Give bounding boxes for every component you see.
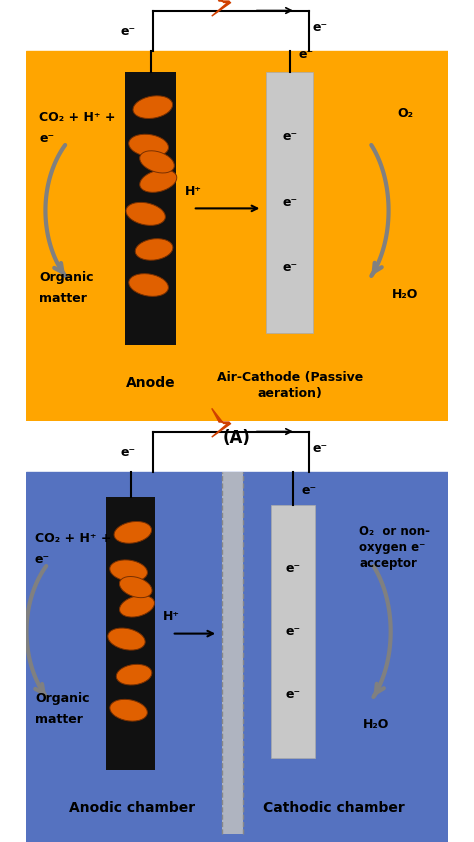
Text: e⁻: e⁻ — [313, 442, 328, 455]
Text: Anodic chamber: Anodic chamber — [69, 802, 195, 815]
Ellipse shape — [133, 96, 173, 119]
Text: e⁻: e⁻ — [285, 562, 301, 575]
Bar — [126, 72, 176, 345]
Text: e⁻: e⁻ — [121, 446, 136, 459]
Text: H⁺: H⁺ — [184, 185, 201, 198]
Ellipse shape — [126, 202, 165, 226]
Ellipse shape — [116, 664, 152, 685]
Text: matter: matter — [35, 713, 83, 727]
Text: (A): (A) — [223, 429, 251, 447]
Ellipse shape — [129, 274, 168, 296]
Ellipse shape — [135, 238, 173, 260]
Text: H₂O: H₂O — [363, 717, 390, 731]
Ellipse shape — [119, 595, 155, 617]
Text: e⁻: e⁻ — [282, 195, 297, 209]
Text: e⁻: e⁻ — [301, 484, 316, 497]
Text: CO₂ + H⁺ +: CO₂ + H⁺ + — [39, 111, 116, 125]
Text: H₂O: H₂O — [392, 288, 419, 301]
Bar — [27, 472, 447, 842]
Text: Air-Cathode (Passive
aeration): Air-Cathode (Passive aeration) — [217, 370, 363, 400]
Text: H⁺: H⁺ — [164, 610, 180, 623]
Ellipse shape — [110, 700, 147, 721]
Bar — [222, 472, 243, 834]
Bar — [271, 505, 315, 758]
Text: Organic: Organic — [39, 271, 94, 285]
Text: matter: matter — [39, 292, 87, 306]
Ellipse shape — [108, 628, 145, 650]
Text: e⁻: e⁻ — [298, 48, 313, 61]
Text: e⁻: e⁻ — [35, 553, 50, 567]
Bar — [27, 51, 447, 421]
Ellipse shape — [114, 521, 152, 543]
Ellipse shape — [119, 577, 152, 598]
Bar — [107, 497, 155, 770]
Text: O₂  or non-
oxygen e⁻
acceptor: O₂ or non- oxygen e⁻ acceptor — [359, 525, 430, 570]
Text: e⁻: e⁻ — [282, 131, 297, 143]
Text: CO₂ + H⁺ +: CO₂ + H⁺ + — [35, 532, 111, 546]
Text: e⁻: e⁻ — [39, 132, 54, 146]
Text: e⁻: e⁻ — [121, 25, 136, 38]
Text: e⁻: e⁻ — [285, 625, 301, 638]
Bar — [266, 72, 313, 333]
Text: Organic: Organic — [35, 692, 90, 706]
Ellipse shape — [140, 151, 174, 173]
Polygon shape — [212, 408, 231, 437]
Text: e⁻: e⁻ — [285, 688, 301, 701]
Ellipse shape — [129, 134, 168, 157]
Ellipse shape — [140, 170, 177, 192]
Text: e⁻: e⁻ — [313, 21, 328, 34]
Text: Anode: Anode — [126, 376, 175, 390]
Text: O₂: O₂ — [397, 107, 413, 120]
Polygon shape — [212, 0, 231, 16]
Text: Cathodic chamber: Cathodic chamber — [263, 802, 405, 815]
Text: e⁻: e⁻ — [282, 261, 297, 274]
Ellipse shape — [110, 560, 147, 582]
